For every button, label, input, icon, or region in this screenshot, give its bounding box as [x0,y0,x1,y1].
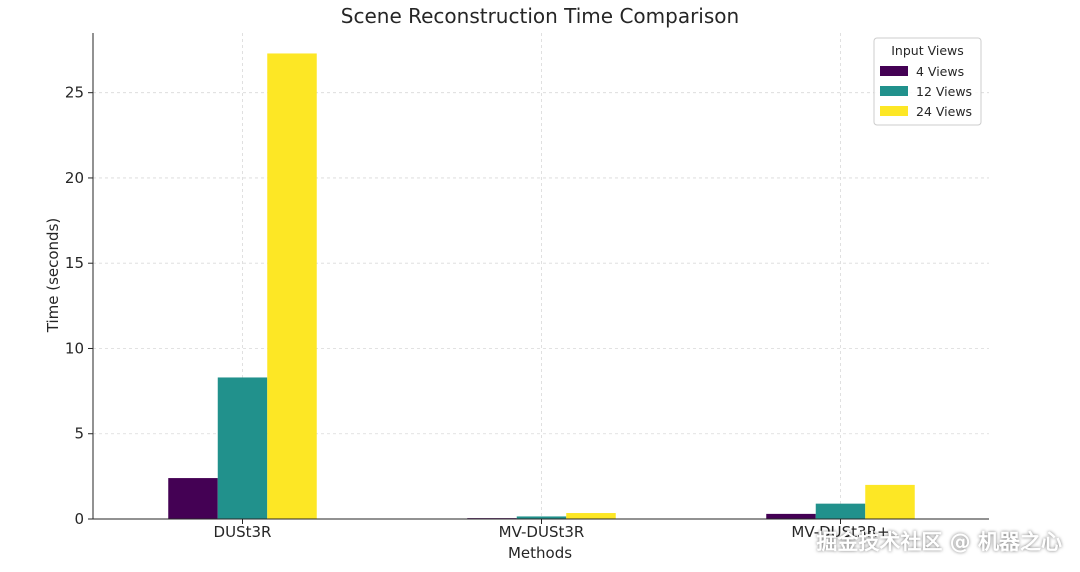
legend-swatch [880,66,908,76]
bar-12-views [516,516,567,519]
x-tick-label: MV-DUSt3R+ [791,523,889,541]
legend-entry: 4 Views [916,64,964,79]
y-axis-label: Time (seconds) [44,218,62,334]
bars [168,53,915,519]
watermark: 掘金技术社区 @ 机器之心 [816,530,1062,554]
x-tick-label: MV-DUSt3R [499,523,585,541]
y-tick-label: 10 [65,339,84,357]
x-tick-label: DUSt3R [214,523,272,541]
legend-entry: 12 Views [916,84,972,99]
x-axis-label: Methods [508,544,572,562]
bar-12-views [815,503,866,519]
bar-24-views [267,53,317,519]
grid [93,33,989,519]
legend-box [873,37,982,126]
y-tick-label: 5 [74,425,84,443]
axes: 0 5 10 15 20 25 DUSt3R MV-DUSt3R MV-DUSt3R+ [65,33,989,541]
legend-title: Input Views [891,43,964,58]
legend-swatch [880,86,908,96]
bar-24-views [865,484,915,519]
y-tick-label: 25 [65,84,84,102]
chart-title: Scene Reconstruction Time Comparison [341,4,739,28]
legend-swatch [880,106,908,116]
legend: Input Views 4 Views 12 Views 24 Views [873,37,982,126]
bar-24-views [566,513,616,519]
y-tick-label: 0 [74,510,84,528]
legend-entry: 24 Views [916,104,972,119]
bar-12-views [217,377,268,519]
bar-4-views [766,513,816,519]
y-tick-label: 20 [65,169,84,187]
bar-4-views [168,478,218,519]
y-tick-label: 15 [65,254,84,272]
